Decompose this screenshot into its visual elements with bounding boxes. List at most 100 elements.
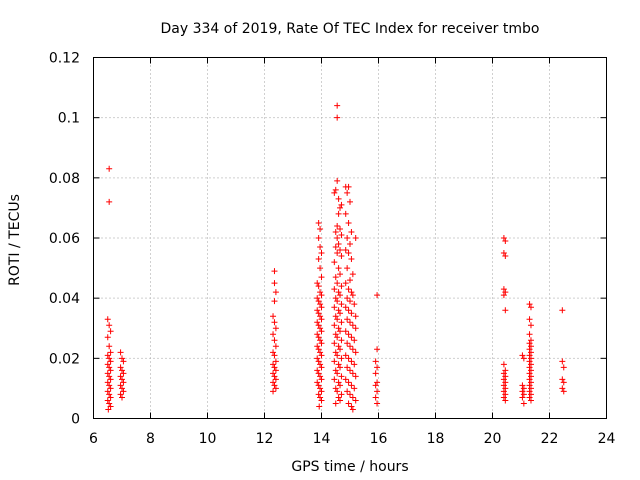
data-point (338, 337, 345, 344)
data-point (332, 331, 339, 338)
x-tick-label: 6 (89, 431, 98, 447)
data-point (331, 340, 338, 347)
data-point (347, 391, 353, 398)
data-point (335, 394, 342, 401)
data-point (526, 358, 533, 365)
data-point (331, 304, 338, 311)
data-point (527, 337, 534, 344)
data-point (335, 265, 342, 272)
data-point (332, 349, 339, 356)
data-point (332, 274, 339, 281)
data-point (272, 385, 279, 392)
data-point (337, 247, 344, 254)
x-tick-label: 22 (541, 431, 559, 447)
data-point (338, 301, 345, 308)
data-point (527, 355, 534, 362)
data-point (314, 295, 321, 302)
data-point (520, 400, 527, 407)
data-point (106, 198, 113, 205)
data-point (104, 361, 111, 368)
data-point (119, 367, 125, 374)
data-point (106, 400, 113, 407)
data-point (527, 385, 534, 392)
data-point (271, 280, 278, 287)
data-point (560, 379, 567, 386)
data-point (500, 292, 507, 299)
data-point (335, 289, 342, 296)
data-point (348, 310, 355, 317)
data-point (526, 394, 533, 401)
data-point (374, 379, 381, 386)
data-point (106, 343, 113, 350)
data-point (527, 322, 534, 329)
data-point (500, 361, 507, 368)
data-point (526, 370, 533, 377)
data-point (374, 292, 381, 299)
data-point (337, 204, 344, 211)
data-point (372, 394, 379, 401)
data-point (337, 397, 344, 404)
data-point (315, 235, 322, 241)
data-point (120, 388, 127, 395)
data-point (344, 189, 351, 196)
data-point (526, 364, 533, 371)
data-point (315, 334, 322, 341)
data-point (331, 259, 338, 266)
data-point (337, 346, 344, 353)
data-point (345, 286, 352, 293)
data-point (271, 382, 278, 389)
data-point (345, 307, 352, 314)
data-point (314, 343, 321, 350)
data-point (520, 385, 527, 392)
data-point (348, 403, 355, 410)
data-point (560, 364, 567, 371)
data-point (500, 388, 507, 395)
data-point (272, 376, 279, 383)
data-point (337, 328, 344, 335)
data-point (331, 376, 338, 383)
data-point (342, 280, 349, 287)
data-point (527, 343, 534, 350)
data-point (338, 373, 345, 380)
data-point (502, 289, 509, 296)
data-point (117, 382, 124, 389)
data-point (526, 331, 533, 338)
data-point (335, 343, 342, 350)
data-point (374, 346, 381, 353)
data-point (345, 219, 352, 226)
data-point (502, 397, 509, 404)
data-point (351, 385, 358, 392)
data-point (106, 165, 113, 172)
data-point (119, 385, 125, 392)
data-point (332, 295, 339, 302)
data-point (272, 289, 279, 296)
x-tick-label: 8 (146, 431, 155, 447)
data-point (337, 364, 344, 371)
data-point (334, 114, 341, 121)
x-tick-labels: 6 8 10 12 14 16 18 20 22 24 (89, 431, 615, 447)
data-point (314, 331, 321, 338)
data-point (318, 316, 325, 323)
data-point (526, 388, 533, 395)
data-point (317, 361, 324, 368)
data-point (105, 406, 112, 413)
data-point (104, 316, 111, 323)
data-point (338, 355, 345, 362)
data-point (119, 376, 125, 383)
data-point (117, 391, 124, 398)
data-point (317, 394, 324, 401)
data-point (107, 394, 114, 401)
data-point (334, 280, 341, 287)
y-tick-label: 0.06 (49, 231, 80, 247)
data-point (332, 400, 339, 407)
data-point (318, 352, 325, 359)
data-point (271, 352, 278, 359)
data-point (331, 322, 338, 329)
data-point (347, 319, 353, 326)
data-point (316, 403, 323, 410)
data-point (337, 310, 344, 317)
data-point (314, 379, 321, 386)
data-point (526, 301, 533, 308)
data-point (348, 228, 355, 235)
